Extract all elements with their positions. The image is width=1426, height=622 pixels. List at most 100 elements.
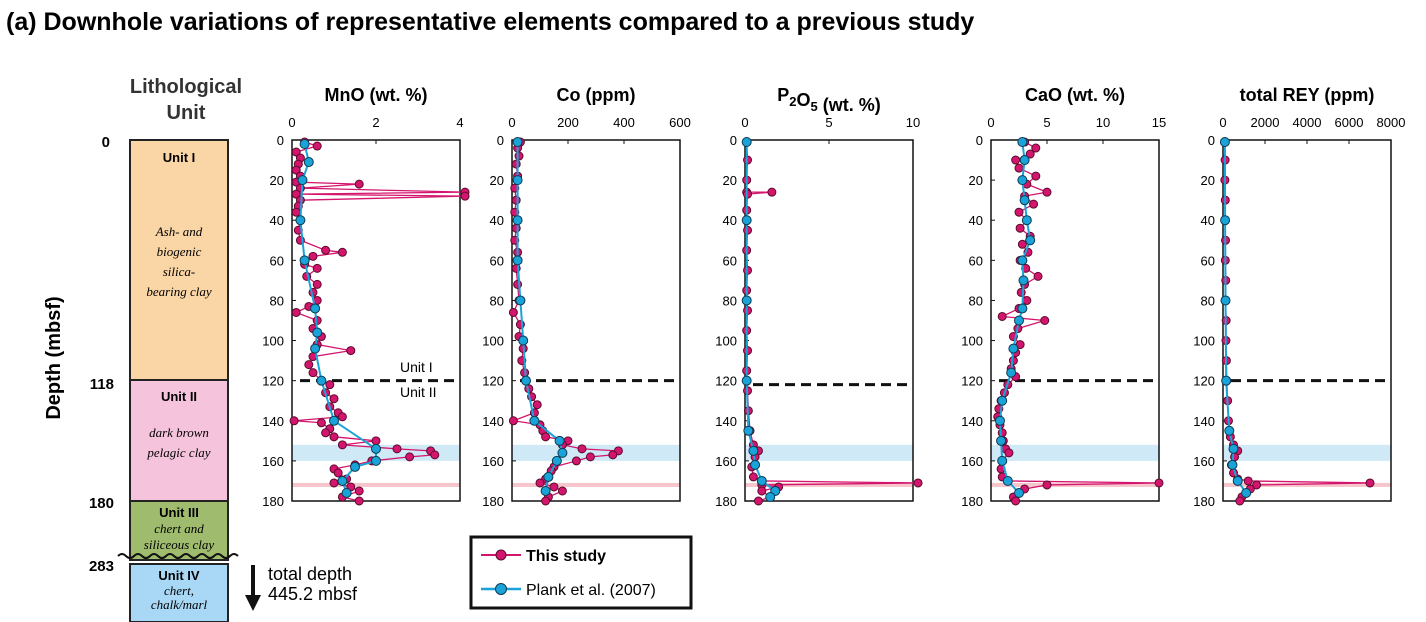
y-tick-label: 60 [270,253,284,268]
y-tick-label: 40 [723,213,737,228]
data-point-plank [741,295,752,306]
data-point-this-study [430,450,440,460]
x-tick-label: 0 [288,115,295,130]
total-depth-line1: total depth [268,564,352,584]
data-point-plank [997,455,1008,466]
data-point-this-study [405,452,415,462]
series-line-plank [745,142,777,498]
blue-band [745,444,913,461]
data-point-this-study [1029,199,1039,209]
lithology-title-line1: Lithological [130,76,242,98]
data-point-this-study [1025,149,1035,159]
data-point-this-study [312,263,322,273]
data-point-this-study [1022,295,1032,305]
panel-title: CaO (wt. %) [1025,85,1125,105]
y-tick-label: 180 [961,494,983,509]
data-point-this-study [460,191,470,201]
data-point-this-study [511,159,521,169]
y-tick-label: 80 [723,293,737,308]
unit-1-desc-2: biogenic [157,244,202,259]
data-point-plank [341,487,352,498]
x-tick-label: 400 [613,115,635,130]
depth-label-118: 118 [90,376,114,393]
data-point-this-study [1031,171,1041,181]
data-point-plank [1017,303,1028,314]
data-point-this-study [757,486,767,496]
y-tick-label: 120 [715,374,737,389]
data-point-plank [1014,315,1024,326]
data-point-this-study [312,141,322,151]
x-tick-label: 8000 [1377,115,1406,130]
data-point-plank [329,415,339,426]
y-tick-label: 40 [490,213,504,228]
data-point-this-study [753,496,763,506]
data-point-this-study [1230,452,1240,462]
legend-box [469,535,693,610]
x-tick-label: 5 [825,115,832,130]
boundary-label-lower: Unit II [400,384,437,400]
data-point-plank [540,485,551,496]
unit-1-name: Unit I [163,150,196,165]
data-point-this-study [329,432,339,442]
pink-band [512,482,680,487]
data-point-this-study [1365,478,1375,488]
data-point-plank [1017,137,1028,148]
data-point-plank [1241,487,1252,498]
y-tick-label: 80 [969,293,983,308]
data-point-this-study [608,450,618,460]
panel-title: P2O5 (wt. %) [777,85,881,115]
data-point-this-study [508,307,518,317]
data-point-this-study [913,478,923,488]
unit-1-desc-4: bearing clay [146,284,212,299]
blue-band [991,444,1159,461]
data-point-plank [521,375,531,386]
data-point-this-study [541,432,551,442]
data-point-plank [512,175,523,186]
y-tick-label: 140 [262,414,284,429]
data-point-this-study [329,394,339,404]
y-tick-label: 160 [961,454,983,469]
y-tick-label: 180 [482,494,504,509]
data-point-this-study [535,478,545,488]
data-point-this-study [532,400,542,410]
y-tick-label: 0 [1208,133,1215,148]
data-point-plank [529,415,540,426]
y-tick-label: 20 [270,173,284,188]
legend-label-plank: Plank et al. (2007) [526,582,656,599]
data-point-this-study [1011,496,1021,506]
unit-2-name: Unit II [161,389,197,404]
x-tick-label: 0 [1219,115,1226,130]
data-point-plank [1219,137,1230,148]
data-point-this-study [557,486,567,496]
plot-frame [990,139,1160,502]
y-tick-label: 40 [1201,213,1215,228]
data-point-this-study [1243,476,1253,486]
data-point-this-study [354,179,364,189]
y-tick-label: 0 [277,133,284,148]
y-tick-label: 20 [969,173,983,188]
unit-3-name: Unit III [159,505,199,520]
lithology-title-line2: Unit [167,102,206,124]
data-point-this-study [308,251,318,261]
data-point-this-study [1015,223,1025,233]
unit-2-box [129,379,229,502]
boundary-label-upper: Unit I [400,359,433,375]
y-tick-label: 120 [1193,374,1215,389]
data-point-plank [543,471,554,482]
y-tick-label: 120 [482,374,504,389]
y-tick-label: 40 [270,213,284,228]
depth-label-0: 0 [102,134,110,151]
pink-band [1223,482,1391,487]
data-point-plank [1227,459,1238,470]
data-point-plank [996,435,1007,446]
data-point-this-study [571,456,581,466]
data-point-plank [310,343,321,354]
y-tick-label: 60 [723,253,737,268]
x-tick-label: 2 [372,115,379,130]
data-point-this-study [767,187,777,197]
y-tick-label: 100 [482,334,504,349]
data-point-plank [310,303,321,314]
y-tick-label: 140 [961,414,983,429]
